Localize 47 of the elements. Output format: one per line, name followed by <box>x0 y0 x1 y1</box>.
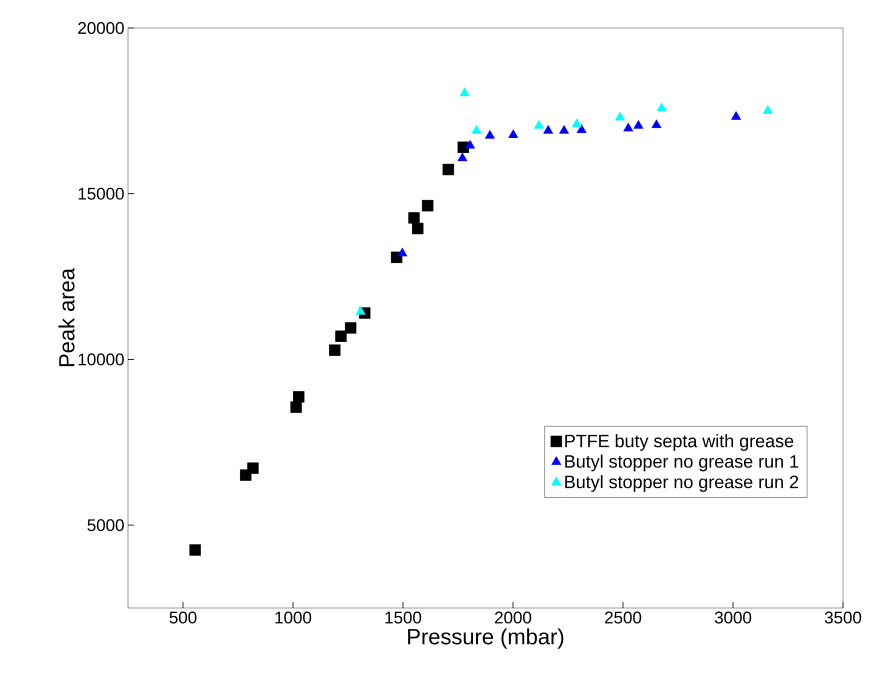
point <box>543 125 554 134</box>
point <box>290 401 302 413</box>
legend-label: Butyl stopper no grease run 1 <box>565 454 798 472</box>
legend-label: PTFE buty septa with grease <box>565 434 794 451</box>
point <box>484 130 495 139</box>
point <box>572 118 582 128</box>
y-tick-label: 15000 <box>78 188 124 200</box>
x-tick-label: 3500 <box>824 612 862 624</box>
x-tick-label: 2000 <box>495 612 532 624</box>
point <box>656 102 667 112</box>
x-tick-label: 500 <box>170 612 196 624</box>
point <box>408 212 420 224</box>
x-tick-label: 1500 <box>385 612 422 624</box>
x-tick-label: 3000 <box>714 612 752 624</box>
point <box>457 152 468 162</box>
point <box>247 462 259 474</box>
point <box>293 391 304 403</box>
point <box>422 200 434 212</box>
point <box>412 222 424 234</box>
point <box>633 120 644 129</box>
point <box>472 125 482 134</box>
point <box>623 122 634 132</box>
legend-label: Butyl stopper no grease run 2 <box>565 475 798 492</box>
point <box>356 306 366 315</box>
point <box>614 112 625 120</box>
point <box>534 120 544 129</box>
y-axis-title: Peak area <box>58 268 75 366</box>
point <box>465 140 476 149</box>
point <box>651 119 662 128</box>
point <box>731 111 742 120</box>
y-tick-label: 10000 <box>78 353 124 366</box>
y-tick-label: 20000 <box>78 22 124 34</box>
x-tick-label: 2500 <box>605 612 642 624</box>
point <box>189 544 201 556</box>
point <box>442 164 454 176</box>
x-tick-label: 1000 <box>275 612 312 624</box>
point <box>559 125 570 134</box>
point <box>508 129 518 138</box>
point <box>460 88 470 96</box>
x-axis-title: Pressure (mbar) <box>408 628 564 649</box>
point <box>329 344 340 356</box>
point <box>344 322 356 334</box>
point <box>335 330 347 342</box>
point <box>397 248 408 256</box>
point <box>762 105 773 114</box>
point <box>576 124 587 134</box>
y-tick-label: 5000 <box>87 519 124 532</box>
